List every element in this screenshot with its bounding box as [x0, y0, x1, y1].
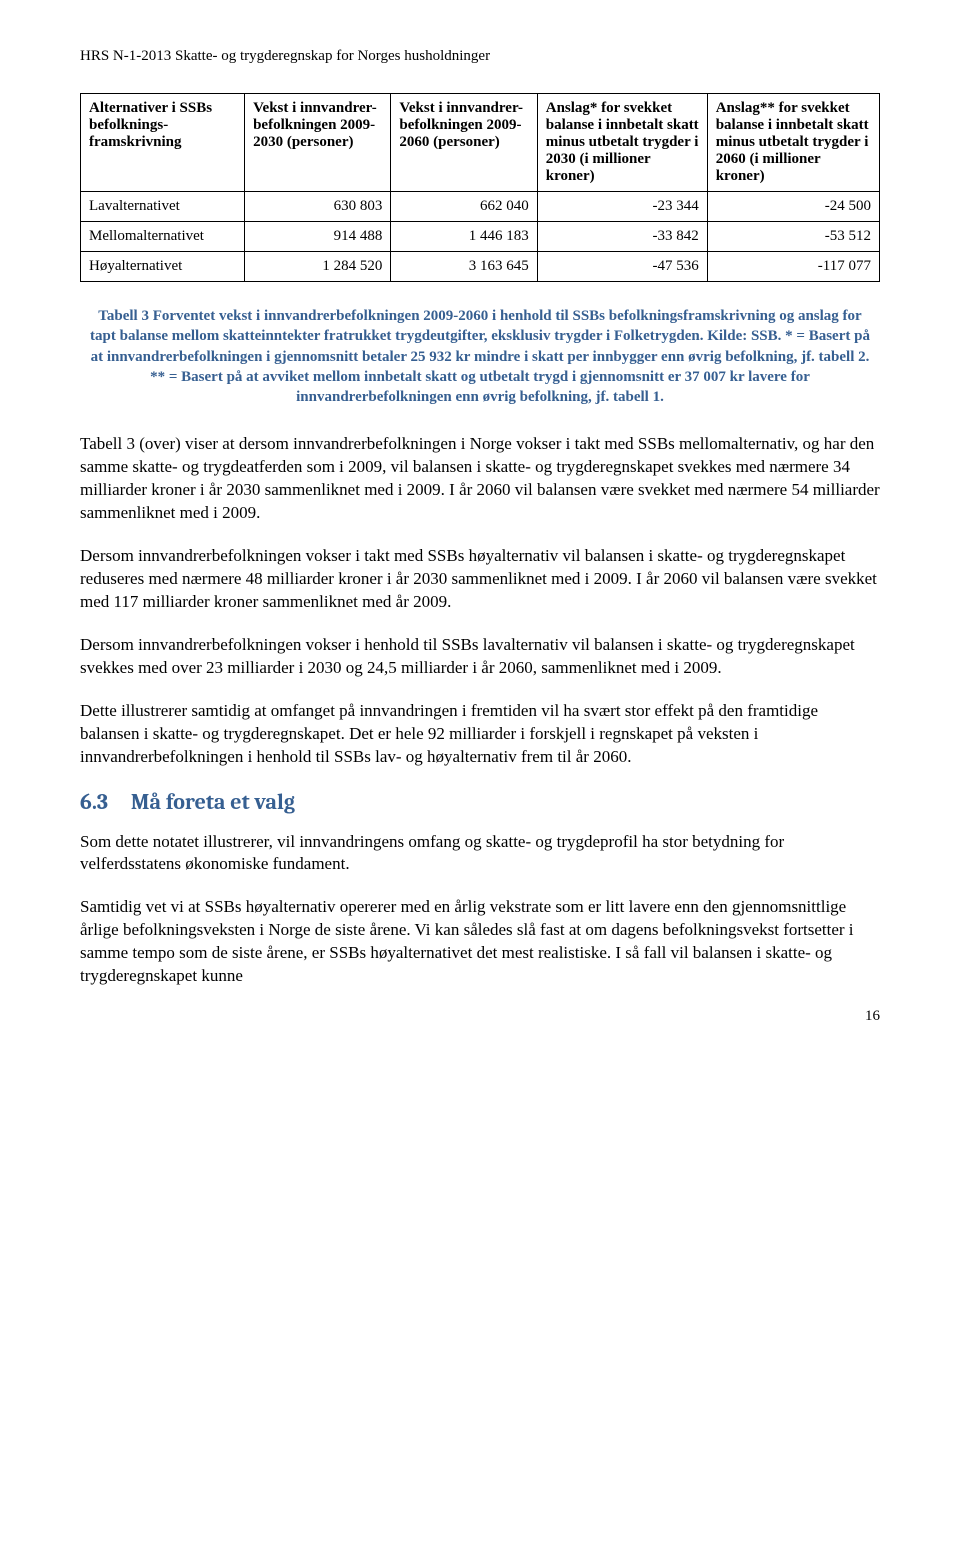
table-row: Mellomalternativet 914 488 1 446 183 -33…	[81, 222, 880, 252]
cell: -117 077	[707, 252, 879, 282]
document-header: HRS N-1-2013 Skatte- og trygderegnskap f…	[80, 48, 880, 65]
section-heading: 6.3 Må foreta et valg	[80, 789, 880, 815]
col-header: Anslag* for svekket balanse i innbetalt …	[537, 94, 707, 192]
cell: -33 842	[537, 222, 707, 252]
body-paragraph: Dersom innvandrerbefolkningen vokser i t…	[80, 545, 880, 614]
table-row: Lavalternativet 630 803 662 040 -23 344 …	[81, 192, 880, 222]
col-header: Vekst i innvandrer-befolkningen 2009-203…	[245, 94, 391, 192]
cell: -23 344	[537, 192, 707, 222]
cell: 1 446 183	[391, 222, 537, 252]
cell: 1 284 520	[245, 252, 391, 282]
page-number: 16	[80, 1008, 880, 1025]
cell: -24 500	[707, 192, 879, 222]
section-number: 6.3	[80, 789, 108, 815]
table-caption: Tabell 3 Forventet vekst i innvandrerbef…	[90, 306, 870, 407]
body-paragraph: Samtidig vet vi at SSBs høyalternativ op…	[80, 896, 880, 988]
cell: 3 163 645	[391, 252, 537, 282]
row-label: Mellomalternativet	[81, 222, 245, 252]
row-label: Lavalternativet	[81, 192, 245, 222]
row-label: Høyalternativet	[81, 252, 245, 282]
col-header: Anslag** for svekket balanse i innbetalt…	[707, 94, 879, 192]
page-container: HRS N-1-2013 Skatte- og trygderegnskap f…	[0, 0, 960, 1055]
body-paragraph: Som dette notatet illustrerer, vil innva…	[80, 831, 880, 877]
section-title: Må foreta et valg	[131, 789, 295, 815]
col-header: Alternativer i SSBs befolknings-framskri…	[81, 94, 245, 192]
table-header-row: Alternativer i SSBs befolknings-framskri…	[81, 94, 880, 192]
col-header: Vekst i innvandrer-befolkningen 2009-206…	[391, 94, 537, 192]
cell: 914 488	[245, 222, 391, 252]
body-paragraph: Dette illustrerer samtidig at omfanget p…	[80, 700, 880, 769]
table-row: Høyalternativet 1 284 520 3 163 645 -47 …	[81, 252, 880, 282]
body-paragraph: Dersom innvandrerbefolkningen vokser i h…	[80, 634, 880, 680]
cell: 630 803	[245, 192, 391, 222]
cell: -47 536	[537, 252, 707, 282]
cell: 662 040	[391, 192, 537, 222]
data-table: Alternativer i SSBs befolknings-framskri…	[80, 93, 880, 282]
cell: -53 512	[707, 222, 879, 252]
body-paragraph: Tabell 3 (over) viser at dersom innvandr…	[80, 433, 880, 525]
